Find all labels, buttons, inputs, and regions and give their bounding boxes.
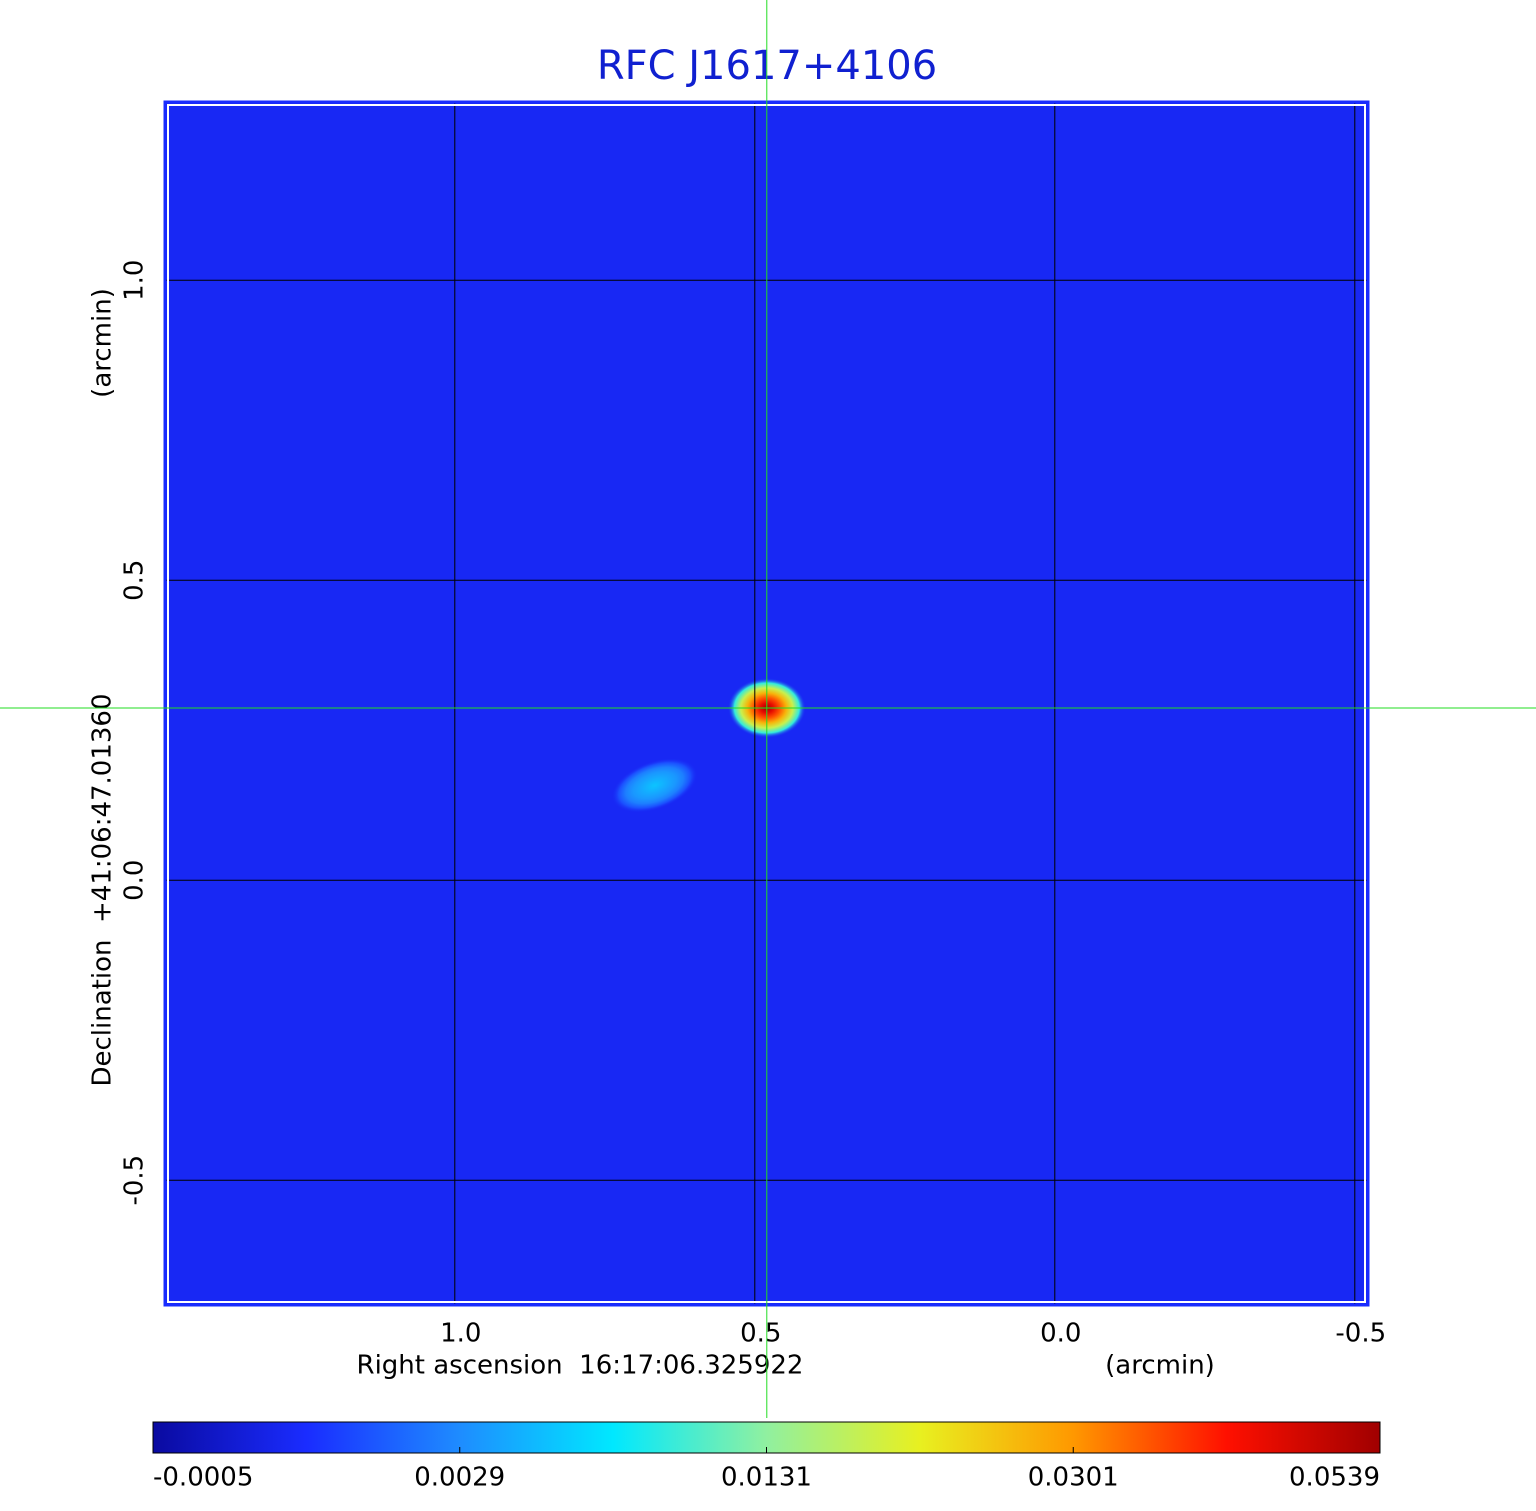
x-axis-label: Right ascension 16:17:06.325922 (357, 1351, 804, 1381)
source (611, 758, 698, 813)
x-tick-label: 1.0 (440, 1319, 481, 1349)
colorbar-tick-label: 0.0539 (1289, 1463, 1380, 1493)
x-axis-unit: (arcmin) (1105, 1351, 1215, 1381)
colorbar-tick-label: -0.0005 (153, 1463, 253, 1493)
y-tick-label: -0.5 (120, 1155, 150, 1206)
colorbar-tick-label: 0.0131 (721, 1463, 812, 1493)
y-tick-label: 1.0 (120, 260, 150, 301)
y-axis-unit: (arcmin) (88, 288, 118, 398)
x-tick-label: 0.5 (740, 1319, 781, 1349)
y-tick-label: 0.0 (120, 860, 150, 901)
colorbar-tick-label: 0.0301 (1028, 1463, 1119, 1493)
y-tick-label: 0.5 (120, 560, 150, 601)
x-tick-label: 0.0 (1040, 1319, 1081, 1349)
y-axis-label: Declination +41:06:47.01360 (88, 693, 118, 1086)
x-tick-label: -0.5 (1335, 1319, 1386, 1349)
colorbar-tick-label: 0.0029 (414, 1463, 505, 1493)
